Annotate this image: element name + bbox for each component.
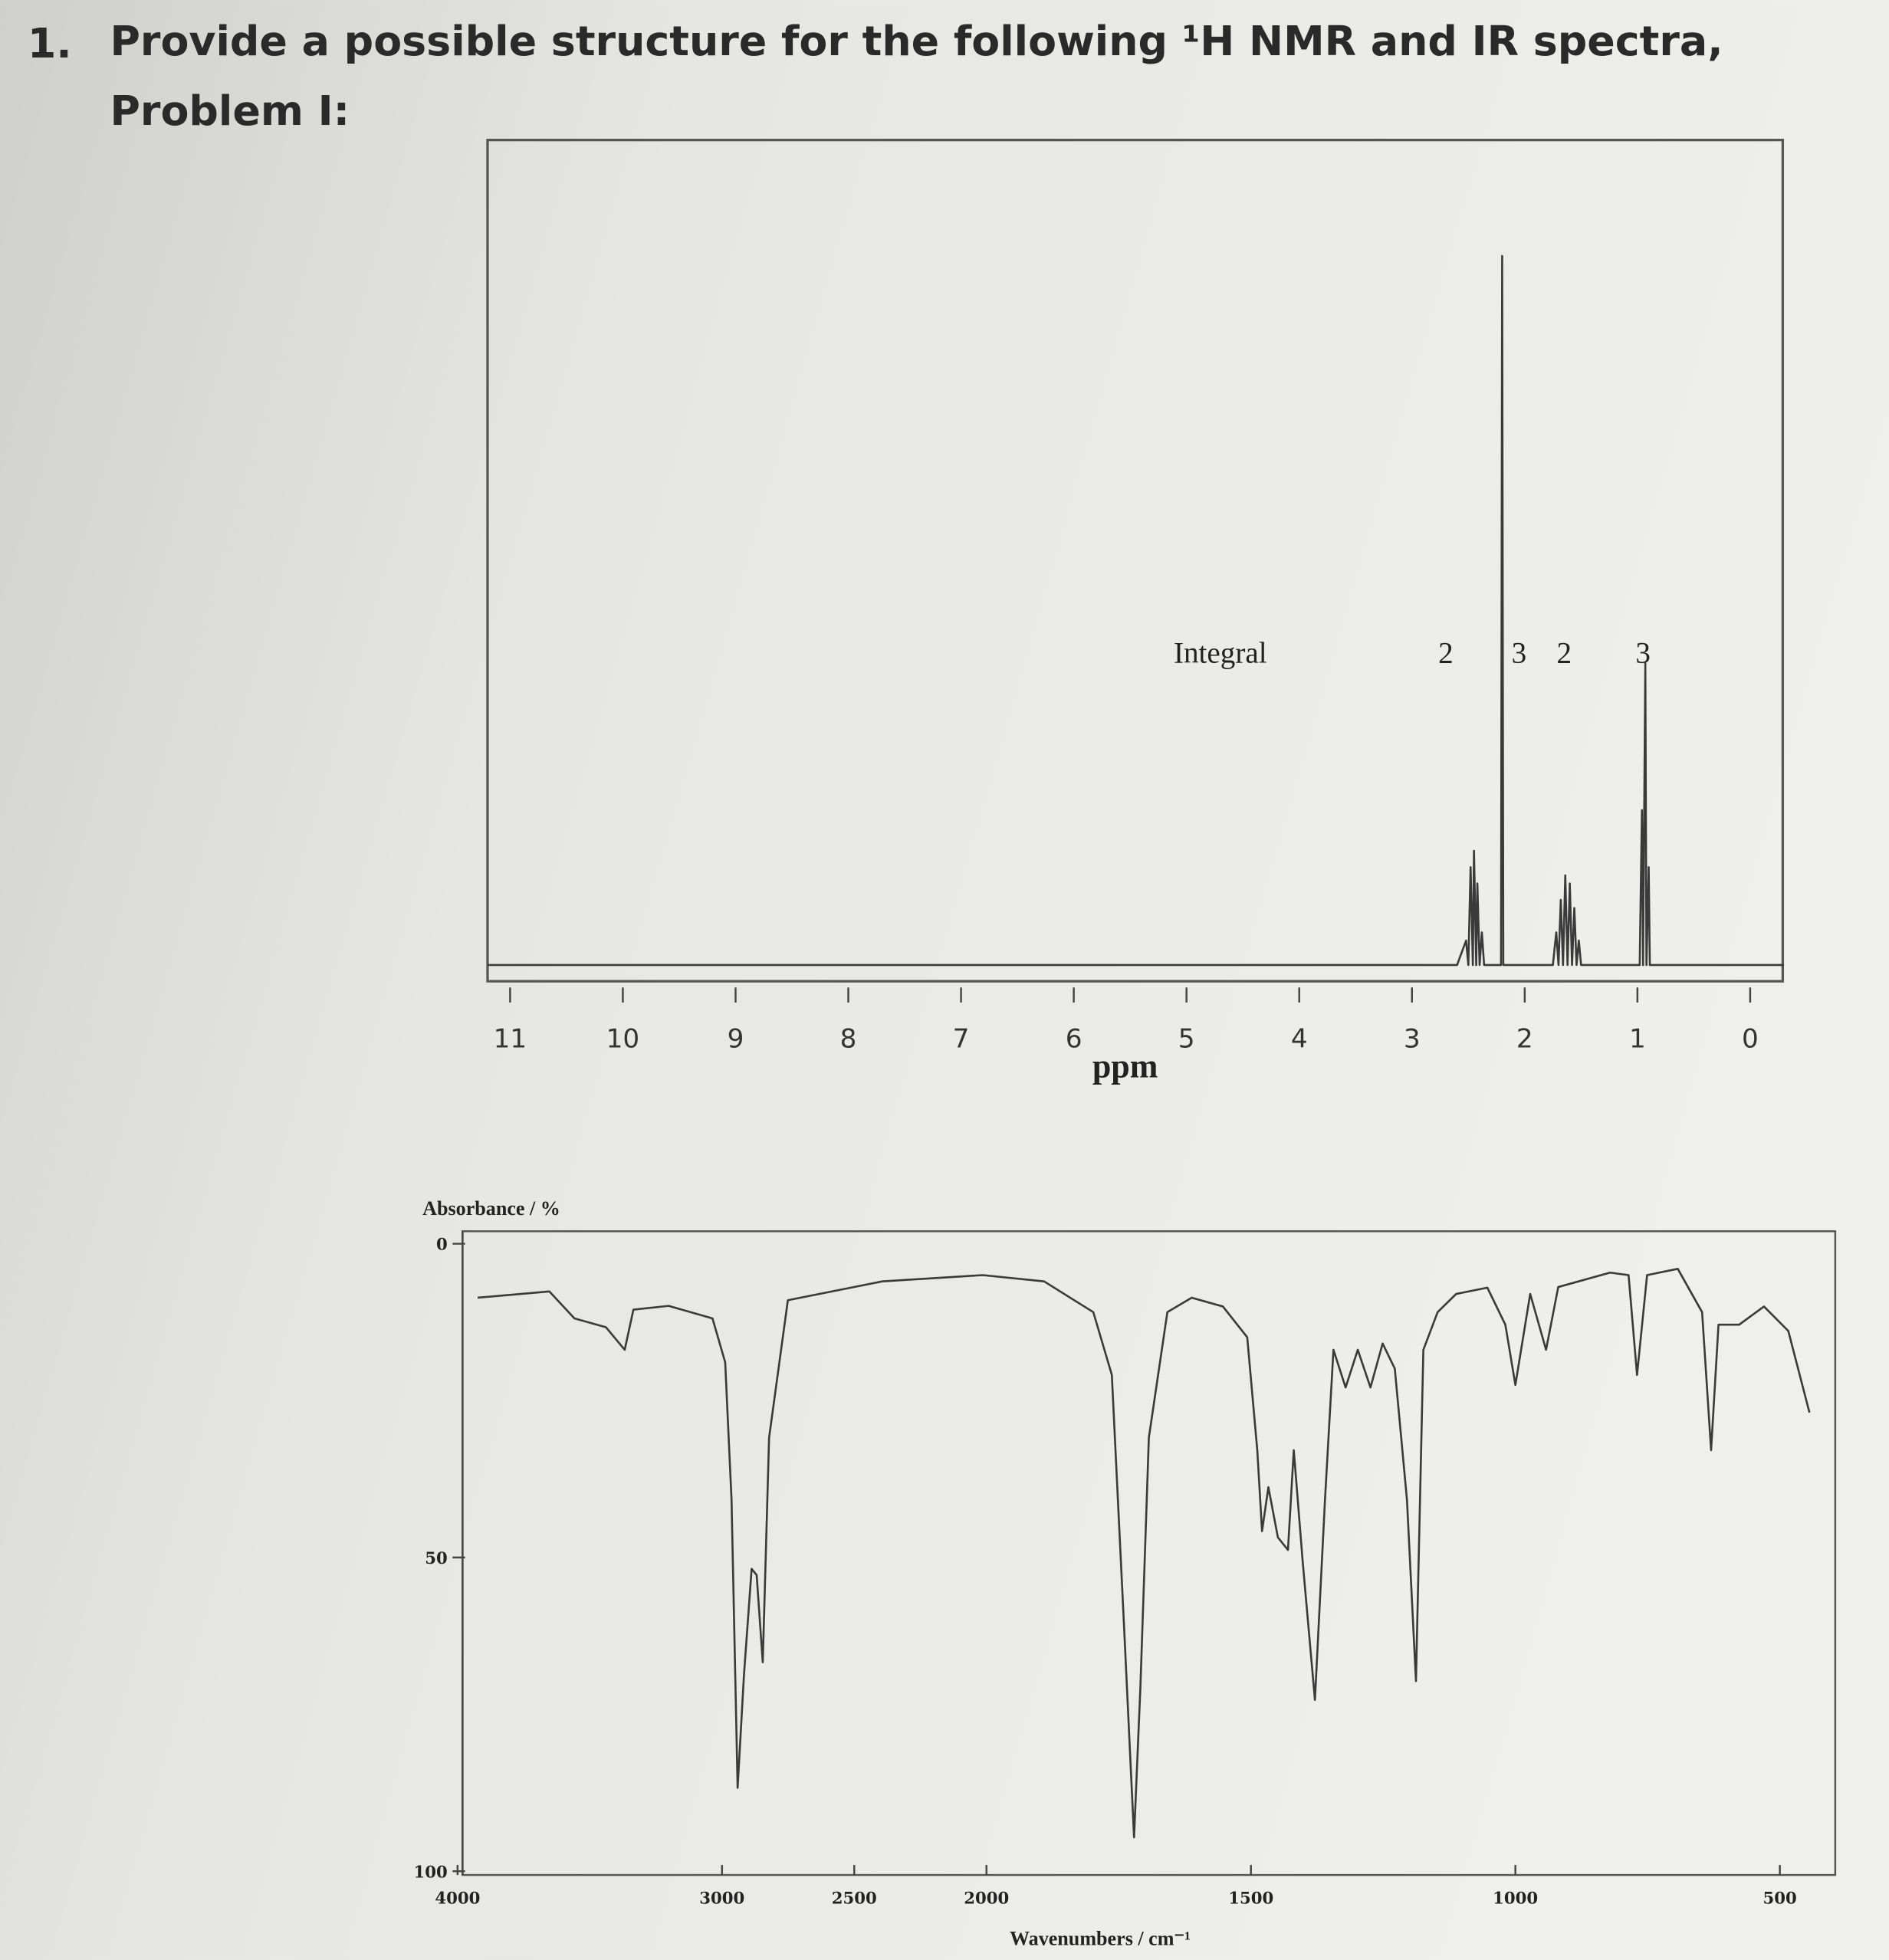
x-tick-label: 5	[1178, 1024, 1195, 1055]
y-tick-label: 100	[414, 1862, 448, 1881]
y-tick-label: 0	[436, 1235, 448, 1254]
x-tick-label: 2	[1516, 1024, 1533, 1055]
question-text: Provide a possible structure for the fol…	[110, 17, 1723, 65]
x-tick-label: 11	[494, 1024, 527, 1055]
x-tick-label: 0	[1742, 1024, 1759, 1055]
annotation: Integral	[1174, 636, 1267, 669]
x-tick-label: 7	[953, 1024, 970, 1055]
x-tick-label: 10	[606, 1024, 640, 1055]
ir-y-label: Absorbance / %	[422, 1197, 560, 1220]
x-tick-label: 4000	[435, 1889, 480, 1908]
x-tick-label: 4	[1291, 1024, 1308, 1055]
question-number: 1.	[28, 19, 72, 67]
spectrum-line	[477, 1268, 1811, 1839]
ir-x-label: Wavenumbers / cm⁻¹	[1010, 1927, 1191, 1949]
annotation: 3	[1635, 636, 1651, 669]
x-tick-label: 1500	[1228, 1889, 1273, 1908]
annotation: 3	[1512, 636, 1527, 669]
x-tick-label: 9	[728, 1024, 744, 1055]
spectrum-line	[487, 254, 1785, 967]
x-tick-label: 2000	[964, 1889, 1009, 1908]
x-tick-label: 1	[1629, 1024, 1646, 1055]
x-tick-label: 3	[1404, 1024, 1421, 1055]
x-tick-label: 500	[1763, 1889, 1797, 1908]
nmr-frame	[486, 139, 1785, 983]
question-subtitle: Problem I:	[110, 87, 350, 135]
y-tick-label: 50	[425, 1548, 448, 1568]
x-tick-label: 3000	[699, 1889, 744, 1908]
annotation: 2	[1438, 636, 1454, 669]
x-tick-label: 6	[1066, 1024, 1082, 1055]
x-tick-label: 8	[840, 1024, 857, 1055]
nmr-x-label: ppm	[1092, 1048, 1158, 1085]
annotation: 2	[1556, 636, 1572, 669]
x-tick-label: 1000	[1493, 1889, 1538, 1908]
x-tick-label: 2500	[832, 1889, 877, 1908]
